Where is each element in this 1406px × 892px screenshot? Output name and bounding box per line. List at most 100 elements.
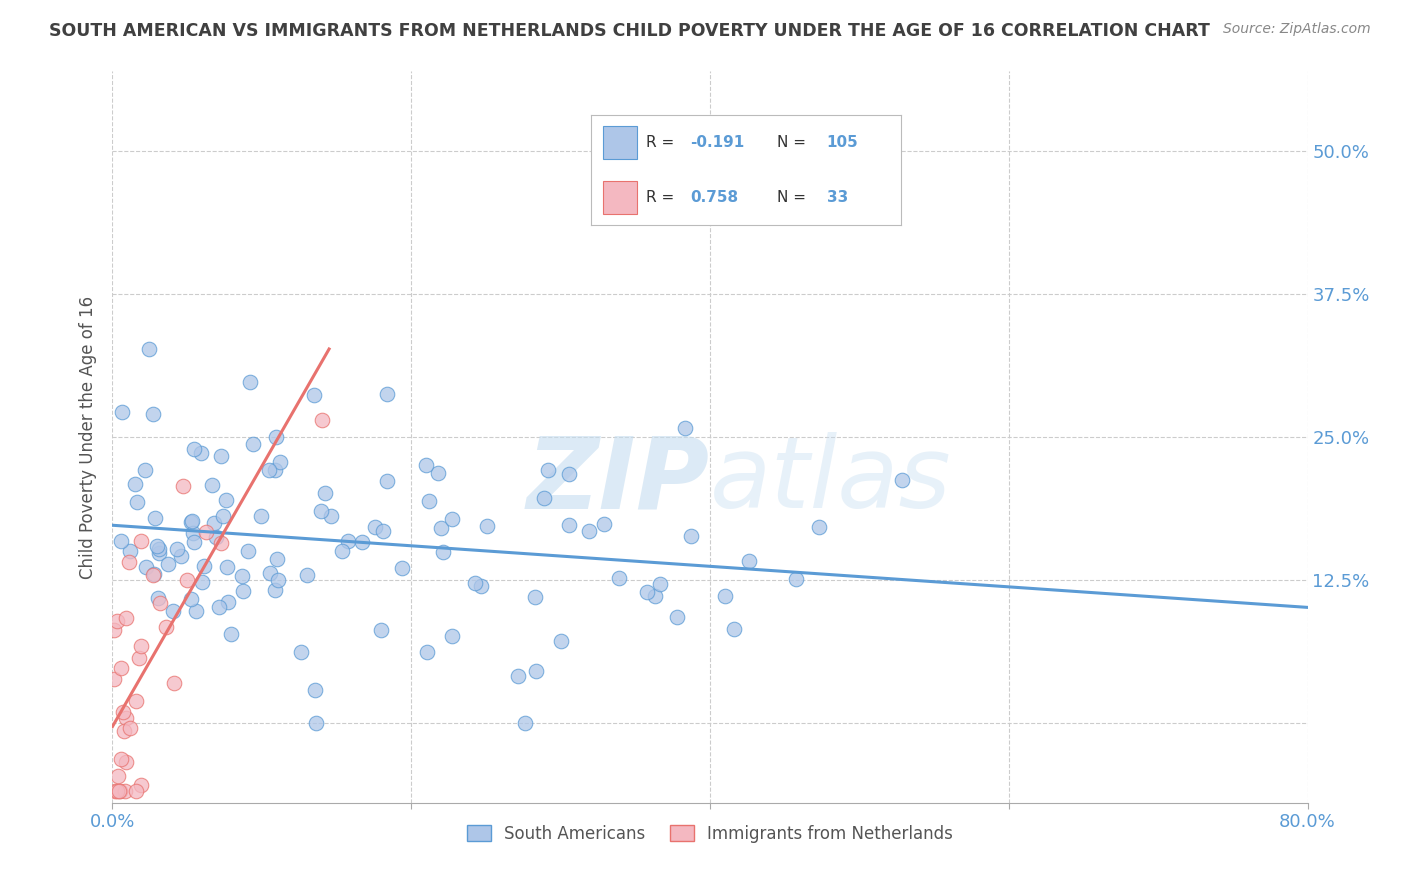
Point (215, 559, 238, 574)
Point (110, 661, 132, 675)
Point (180, 514, 202, 528)
Point (193, 558, 215, 573)
Point (607, 571, 630, 585)
Point (107, 769, 129, 783)
Text: atlas: atlas (710, 433, 952, 530)
Point (302, 388, 325, 402)
Point (172, 479, 194, 493)
Point (636, 585, 658, 599)
Point (135, 559, 157, 574)
Point (508, 668, 530, 682)
Point (157, 557, 180, 571)
Point (114, 784, 136, 798)
Point (673, 420, 696, 434)
Point (105, 784, 128, 798)
Point (263, 582, 285, 597)
Point (146, 539, 169, 553)
Point (176, 574, 198, 588)
Point (470, 578, 492, 592)
Point (111, 405, 134, 419)
Point (464, 575, 486, 590)
Point (295, 568, 318, 582)
Point (148, 542, 170, 557)
Point (319, 508, 342, 523)
Point (477, 519, 499, 533)
Point (125, 784, 148, 798)
Point (180, 515, 202, 529)
Point (264, 463, 287, 477)
Point (142, 568, 165, 582)
Y-axis label: Child Poverty Under the Age of 16: Child Poverty Under the Age of 16 (79, 295, 97, 579)
Point (148, 546, 170, 560)
Point (162, 604, 184, 618)
Point (143, 566, 166, 581)
Point (430, 520, 453, 534)
Point (738, 554, 761, 568)
Point (391, 560, 413, 574)
Point (578, 524, 600, 538)
Point (103, 672, 125, 686)
Point (232, 584, 254, 599)
Point (330, 543, 353, 558)
Point (163, 676, 186, 690)
Point (105, 614, 128, 628)
Point (142, 407, 165, 421)
Point (184, 605, 207, 619)
Text: SOUTH AMERICAN VS IMMIGRANTS FROM NETHERLANDS CHILD POVERTY UNDER THE AGE OF 16 : SOUTH AMERICAN VS IMMIGRANTS FROM NETHER… (49, 22, 1211, 40)
Point (115, 711, 138, 725)
Point (681, 529, 703, 543)
Point (242, 437, 264, 451)
Point (239, 375, 262, 389)
Point (432, 545, 454, 559)
Point (370, 624, 392, 638)
Point (125, 694, 148, 708)
Point (181, 525, 204, 540)
Point (170, 549, 193, 563)
Point (205, 530, 228, 544)
Point (266, 551, 288, 566)
Point (723, 623, 745, 637)
Point (290, 645, 312, 659)
Point (129, 639, 152, 653)
Point (336, 534, 359, 549)
Point (314, 486, 336, 500)
Point (180, 592, 202, 607)
Point (148, 591, 170, 605)
Point (103, 784, 125, 798)
Point (550, 634, 572, 648)
Point (183, 535, 205, 549)
Point (112, 705, 135, 719)
Point (110, 533, 132, 548)
Point (537, 463, 560, 477)
Point (127, 494, 149, 508)
Point (648, 576, 671, 591)
Point (124, 477, 146, 491)
Point (219, 627, 242, 641)
Point (264, 430, 287, 444)
Point (364, 520, 387, 534)
Point (217, 595, 239, 609)
Point (215, 492, 238, 507)
Text: ZIP: ZIP (527, 433, 710, 530)
Point (209, 450, 232, 464)
Point (103, 624, 125, 638)
Point (440, 512, 463, 526)
Point (375, 387, 398, 401)
Point (236, 544, 259, 558)
Point (533, 491, 555, 505)
Point (269, 455, 291, 469)
Point (311, 413, 333, 427)
Point (128, 650, 150, 665)
Point (110, 752, 132, 766)
Point (118, 721, 141, 735)
Point (371, 524, 394, 539)
Point (665, 610, 688, 624)
Point (191, 575, 214, 590)
Point (259, 463, 281, 477)
Point (138, 343, 160, 357)
Point (513, 715, 536, 730)
Point (190, 446, 212, 460)
Point (129, 778, 152, 792)
Point (416, 645, 439, 659)
Point (558, 517, 581, 532)
